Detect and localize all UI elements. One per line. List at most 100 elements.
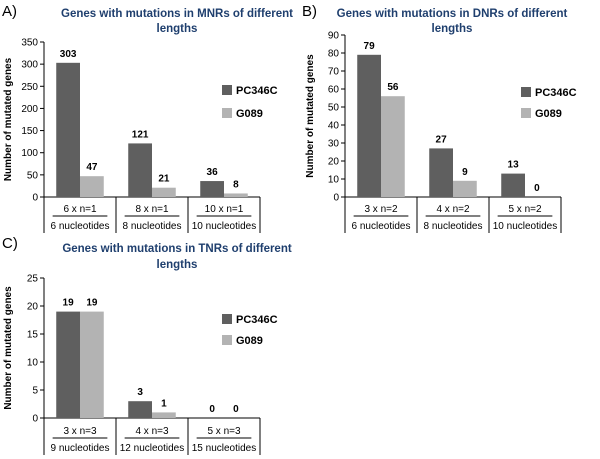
y-tick-label: 30 <box>328 139 340 150</box>
y-tick-label: 10 <box>328 175 340 186</box>
x-category-label: 3 x n=3 <box>63 426 97 437</box>
panel-letter: A) <box>2 3 17 20</box>
chart-title: Genes with mutations in DNRs of differen… <box>337 8 568 20</box>
x-category-label: 5 x n=2 <box>508 204 542 215</box>
x-subcategory-label: 12 nucleotides <box>120 443 185 454</box>
y-tick-label: 50 <box>27 170 39 181</box>
y-tick-label: 150 <box>21 126 38 137</box>
legend-label: G089 <box>236 335 263 347</box>
legend-label: PC346C <box>236 85 278 97</box>
x-category-label: 6 x n=1 <box>63 204 97 215</box>
data-label: 8 <box>233 179 239 190</box>
legend-label: G089 <box>535 108 562 120</box>
x-category-label: 5 x n=3 <box>207 426 241 437</box>
data-label: 36 <box>207 167 219 178</box>
legend-label: G089 <box>236 108 263 120</box>
data-label: 19 <box>86 298 98 309</box>
y-tick-label: 10 <box>27 358 39 369</box>
data-label: 47 <box>86 162 98 173</box>
data-label: 1 <box>161 398 167 409</box>
chart-2: B) Genes with mutations in DNRs of differ… <box>302 3 577 233</box>
panel-letter: C) <box>2 235 18 252</box>
y-tick-label: 0 <box>333 193 339 204</box>
bar-pc346c-2 <box>128 401 152 418</box>
x-category-label: 3 x n=2 <box>364 204 398 215</box>
chart-title: lengths <box>157 259 198 271</box>
x-category-label: 4 x n=3 <box>135 426 169 437</box>
data-label: 21 <box>158 174 170 185</box>
legend-label: PC346C <box>236 314 278 326</box>
data-label: 13 <box>508 160 520 171</box>
y-tick-label: 300 <box>21 60 38 71</box>
bar-pc346c-2 <box>429 148 453 197</box>
data-label: 56 <box>387 82 399 93</box>
bar-g089-3 <box>224 193 248 197</box>
data-label: 27 <box>436 134 448 145</box>
x-subcategory-label: 6 nucleotides <box>352 221 411 232</box>
y-tick-label: 70 <box>328 67 340 78</box>
bar-pc346c-3 <box>501 173 525 197</box>
data-label: 3 <box>137 387 143 398</box>
x-subcategory-label: 8 nucleotides <box>424 221 483 232</box>
y-tick-label: 250 <box>21 82 38 93</box>
chart-title: Genes with mutations in MNRs of differen… <box>61 8 293 20</box>
bar-g089-1 <box>80 311 104 418</box>
y-axis-label: Number of mutated genes <box>305 54 316 178</box>
panel-letter: B) <box>302 3 317 20</box>
bar-g089-1 <box>80 176 104 197</box>
y-tick-label: 50 <box>328 103 340 114</box>
legend-swatch-g089 <box>222 108 232 118</box>
x-category-label: 4 x n=2 <box>436 204 470 215</box>
bar-g089-2 <box>152 187 176 197</box>
y-tick-label: 15 <box>27 330 39 341</box>
y-tick-label: 90 <box>328 31 340 42</box>
bar-pc346c-1 <box>56 62 80 197</box>
bar-pc346c-3 <box>200 181 224 197</box>
bar-pc346c-1 <box>56 311 80 418</box>
y-axis-label: Number of mutated genes <box>3 57 14 181</box>
chart-3: C) Genes with mutations in TNRs of differ… <box>2 235 292 455</box>
y-axis-label: Number of mutated genes <box>3 286 14 410</box>
legend-swatch-g089 <box>521 108 531 118</box>
y-tick-label: 200 <box>21 104 38 115</box>
y-tick-label: 5 <box>32 386 38 397</box>
y-tick-label: 25 <box>27 274 39 285</box>
legend-label: PC346C <box>535 87 577 99</box>
chart-title: Genes with mutations in TNRs of differen… <box>62 243 292 255</box>
legend-swatch-pc346c <box>222 85 232 95</box>
legend-swatch-pc346c <box>521 87 531 97</box>
x-subcategory-label: 6 nucleotides <box>51 221 110 232</box>
bar-pc346c-1 <box>357 54 381 197</box>
x-subcategory-label: 10 nucleotides <box>493 221 558 232</box>
chart-title: lengths <box>157 23 198 35</box>
data-label: 9 <box>462 167 468 178</box>
y-tick-label: 40 <box>328 121 340 132</box>
bar-pc346c-2 <box>128 143 152 197</box>
y-tick-label: 20 <box>328 157 340 168</box>
x-category-label: 8 x n=1 <box>135 204 169 215</box>
y-tick-label: 0 <box>32 193 38 204</box>
chart-title: lengths <box>432 23 473 35</box>
data-label: 79 <box>364 41 376 52</box>
data-label: 19 <box>63 298 75 309</box>
bar-g089-2 <box>152 412 176 418</box>
data-label: 0 <box>209 404 215 415</box>
legend-swatch-g089 <box>222 335 232 345</box>
x-subcategory-label: 15 nucleotides <box>192 443 257 454</box>
bar-g089-2 <box>453 180 477 197</box>
x-category-label: 10 x n=1 <box>205 204 244 215</box>
y-tick-label: 0 <box>32 414 38 425</box>
chart-1: A) Genes with mutations in MNRs of differ… <box>2 3 293 233</box>
legend-swatch-pc346c <box>222 314 232 324</box>
x-subcategory-label: 9 nucleotides <box>51 443 110 454</box>
y-tick-label: 80 <box>328 49 340 60</box>
data-label: 303 <box>60 49 77 60</box>
y-tick-label: 20 <box>27 302 39 313</box>
y-tick-label: 100 <box>21 148 38 159</box>
data-label: 0 <box>233 404 239 415</box>
x-subcategory-label: 10 nucleotides <box>192 221 257 232</box>
y-tick-label: 60 <box>328 85 340 96</box>
bar-g089-1 <box>381 96 405 197</box>
y-tick-label: 350 <box>21 38 38 49</box>
